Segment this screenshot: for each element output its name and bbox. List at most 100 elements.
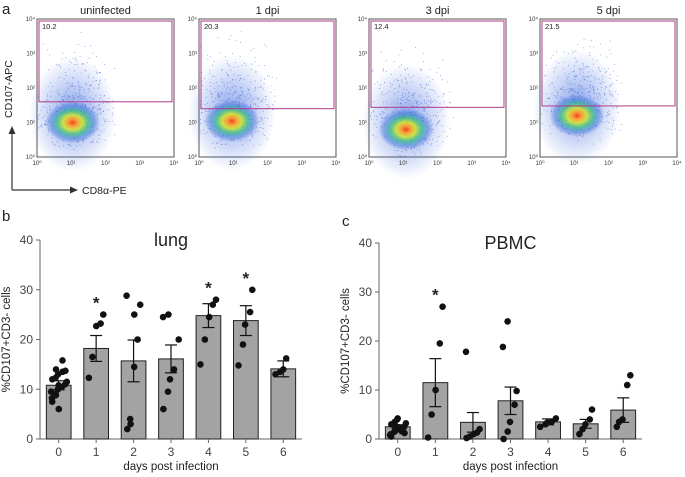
- flow-event-dot: [91, 141, 93, 142]
- flow-x-tick-label: 10¹: [67, 161, 76, 167]
- y-tick-label: 10: [20, 382, 34, 396]
- flow-event-dot: [66, 97, 68, 99]
- x-tick-label: 1: [432, 445, 439, 459]
- flow-event-dot: [380, 51, 382, 53]
- flow-event-dot: [228, 38, 230, 40]
- flow-event-dot: [51, 85, 53, 87]
- flow-event-dot: [225, 72, 227, 74]
- flow-event-dot: [583, 79, 585, 80]
- flow-event-dot: [200, 45, 201, 47]
- flow-y-tick-label: 10⁰: [188, 154, 198, 161]
- flow-event-dot: [260, 121, 262, 122]
- flow-event-dot: [81, 96, 83, 97]
- flow-event-dot: [608, 110, 610, 112]
- flow-event-dot: [230, 35, 232, 37]
- flow-event-dot: [606, 120, 608, 122]
- flow-event-dot: [383, 101, 384, 103]
- flow-event-dot: [104, 79, 106, 81]
- flow-event-dot: [209, 69, 211, 71]
- flow-scatter-cloud: [533, 39, 622, 166]
- flow-event-dot: [94, 66, 96, 68]
- flow-event-dot: [412, 102, 414, 104]
- panel-label-b: b: [2, 208, 10, 225]
- flow-event-dot: [575, 50, 577, 52]
- flow-event-dot: [228, 64, 229, 66]
- x-tick-label: 4: [545, 445, 552, 459]
- data-point: [55, 405, 63, 413]
- flow-event-dot: [57, 141, 59, 142]
- flow-event-dot: [589, 86, 591, 88]
- flow-event-dot: [252, 136, 253, 138]
- data-point: [504, 318, 511, 325]
- flow-event-dot: [573, 88, 575, 90]
- flow-event-dot: [114, 124, 116, 126]
- flow-event-dot: [209, 73, 211, 75]
- flow-event-dot: [420, 102, 422, 104]
- data-point: [513, 387, 520, 395]
- flow-event-dot: [441, 125, 443, 127]
- flow-event-dot: [216, 81, 218, 83]
- flow-event-dot: [437, 111, 438, 113]
- flow-event-dot: [433, 115, 434, 116]
- flow-event-dot: [400, 49, 402, 51]
- bar: [233, 320, 259, 440]
- flow-event-dot: [237, 75, 239, 77]
- flow-event-dot: [385, 107, 386, 109]
- flow-event-dot: [73, 149, 75, 150]
- flow-event-dot: [101, 124, 103, 126]
- flow-event-dot: [266, 104, 268, 106]
- flow-event-dot: [379, 88, 380, 89]
- flow-event-dot: [107, 102, 109, 104]
- flow-event-dot: [591, 59, 593, 60]
- flow-event-dot: [602, 102, 604, 104]
- flow-event-dot: [221, 68, 223, 70]
- flow-event-dot: [577, 92, 579, 94]
- flow-event-dot: [588, 75, 590, 77]
- flow-event-dot: [57, 90, 59, 91]
- flow-event-dot: [274, 101, 276, 103]
- flow-event-dot: [255, 71, 257, 73]
- flow-event-dot: [615, 99, 617, 101]
- flow-event-dot: [62, 96, 63, 98]
- flow-event-dot: [225, 144, 227, 145]
- flow-event-dot: [96, 110, 98, 112]
- flow-event-dot: [264, 78, 265, 80]
- flow-y-tick-label: 10³: [26, 52, 35, 58]
- flow-event-dot: [218, 97, 220, 99]
- flow-event-dot: [607, 67, 609, 69]
- flow-event-dot: [426, 113, 428, 115]
- flow-event-dot: [608, 114, 609, 116]
- flow-event-dot: [582, 77, 584, 79]
- flow-event-dot: [562, 68, 564, 70]
- flow-event-dot: [39, 114, 41, 115]
- flow-gate: [370, 20, 505, 108]
- flow-event-dot: [417, 110, 419, 111]
- flow-event-dot: [272, 104, 274, 106]
- flow-event-dot: [428, 95, 430, 97]
- flow-event-dot: [210, 82, 212, 83]
- flow-event-dot: [609, 40, 611, 42]
- flow-event-dot: [609, 113, 610, 115]
- flow-event-dot: [223, 82, 225, 84]
- flow-event-dot: [229, 89, 231, 91]
- flow-event-dot: [212, 64, 213, 66]
- flow-event-dot: [246, 64, 247, 66]
- flow-event-dot: [612, 83, 614, 85]
- flow-event-dot: [415, 46, 416, 48]
- flow-event-dot: [599, 95, 601, 97]
- flow-event-dot: [399, 66, 401, 68]
- flow-event-dot: [242, 93, 243, 95]
- data-point: [212, 296, 220, 304]
- flow-event-dot: [420, 151, 421, 153]
- flow-plot-title: 1 dpi: [256, 5, 280, 17]
- flow-event-dot: [217, 142, 218, 143]
- flow-event-dot: [103, 129, 105, 131]
- flow-event-dot: [242, 91, 244, 93]
- flow-event-dot: [556, 95, 558, 97]
- flow-event-dot: [72, 57, 74, 59]
- flow-event-dot: [370, 114, 372, 116]
- flow-event-dot: [248, 93, 250, 94]
- data-point: [627, 372, 634, 379]
- flow-event-dot: [206, 131, 208, 133]
- flow-event-dot: [553, 95, 555, 97]
